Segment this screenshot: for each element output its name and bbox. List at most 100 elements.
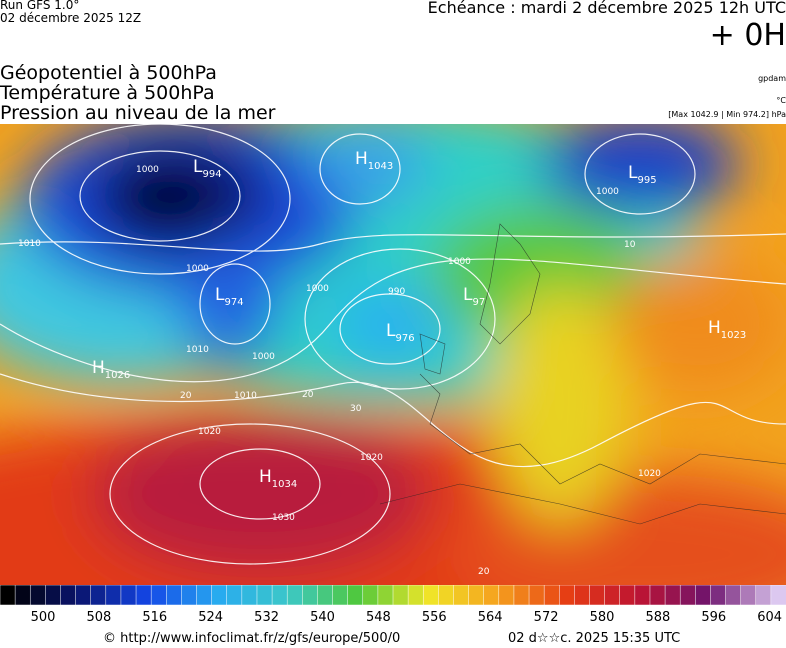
colorbar-label: 564 [477, 610, 503, 625]
colorbar-swatch [498, 585, 515, 606]
isoline-label: 20 [302, 390, 314, 400]
colorbar-label: 604 [757, 610, 783, 625]
pressure-range: [Max 1042.9 | Min 974.2] hPa [668, 110, 786, 119]
colorbar-label: 548 [365, 610, 391, 625]
colorbar-label: 532 [254, 610, 279, 625]
colorbar-swatch [181, 585, 198, 606]
colorbar-swatch [135, 585, 152, 606]
colorbar-swatch [256, 585, 273, 606]
colorbar-label: 508 [86, 610, 112, 625]
pressure-center: H1026 [92, 358, 130, 381]
colorbar-swatch [0, 585, 16, 606]
colorbar-swatch [634, 585, 651, 606]
colorbar-swatch [543, 585, 561, 606]
colorbar-swatch [619, 585, 636, 606]
run-label: Run GFS 1.0° [0, 0, 80, 12]
colorbar-swatch [302, 585, 319, 606]
pressure-center: L97 [463, 285, 485, 308]
colorbar-label: 516 [142, 610, 168, 625]
colorbar-swatch [211, 585, 228, 606]
isoline-label: 1000 [252, 352, 275, 362]
colorbar-swatch [166, 585, 183, 606]
isoline-label: 10 [624, 240, 636, 250]
unit-label: gpdam [758, 74, 786, 83]
pressure-center: H1034 [259, 467, 297, 490]
field-title: Pression au niveau de la mer [0, 102, 276, 124]
forecast-step: + 0H [709, 18, 786, 53]
isoline-label: 1020 [360, 453, 383, 463]
colorbar-swatch [105, 585, 122, 606]
colorbar [0, 585, 786, 606]
colorbar-swatch [453, 585, 470, 606]
colorbar-swatch [196, 585, 213, 606]
colorbar-swatch [604, 585, 621, 606]
colorbar-swatch [589, 585, 606, 606]
colorbar-swatch [226, 585, 243, 606]
colorbar-swatch [679, 585, 697, 606]
temperature-field [0, 124, 786, 586]
isoline-label: 1000 [306, 284, 329, 294]
isoline-label: 990 [388, 287, 405, 297]
colorbar-swatch [559, 585, 576, 606]
colorbar-swatch [347, 585, 364, 606]
colorbar-swatch [649, 585, 666, 606]
colorbar-swatch [241, 585, 258, 606]
weather-map: L994 H1043 L995 L974 L97 L976 H1026 H1034 H1023 1… [0, 124, 786, 586]
colorbar-swatch [468, 585, 485, 606]
isoline-label: 1000 [136, 165, 159, 175]
pressure-center: L994 [193, 157, 222, 180]
isoline-label: 1030 [272, 513, 295, 523]
colorbar-swatch [60, 585, 77, 606]
colorbar-swatch [725, 585, 742, 606]
colorbar-label: 540 [310, 610, 335, 625]
colorbar-swatch [710, 585, 727, 606]
colorbar-swatch [513, 585, 530, 606]
pressure-center: L974 [215, 285, 244, 308]
colorbar-swatch [392, 585, 409, 606]
colorbar-swatch [483, 585, 500, 606]
source-link[interactable]: © http://www.infoclimat.fr/z/gfs/europe/… [103, 631, 401, 646]
colorbar-swatch [29, 585, 47, 606]
colorbar-swatch [407, 585, 424, 606]
colorbar-swatch [150, 585, 168, 606]
isoline-label: 1000 [448, 257, 471, 267]
colorbar-swatch [317, 585, 334, 606]
colorbar-swatch [14, 585, 31, 606]
colorbar-swatch [271, 585, 288, 606]
colorbar-labels: 500 508 516 524 532 540 548 556 564 572 580 588 596 6… [0, 610, 786, 630]
colorbar-swatch [740, 585, 757, 606]
colorbar-swatch [45, 585, 62, 606]
run-date: 02 décembre 2025 12Z [0, 11, 142, 25]
unit-label: °C [776, 96, 786, 105]
isoline-label: 1000 [186, 264, 209, 274]
timestamp: 02 d☆☆c. 2025 15:35 UTC [508, 631, 681, 646]
colorbar-label: 500 [30, 610, 56, 625]
isoline-label: 1010 [186, 345, 209, 355]
colorbar-swatch [332, 585, 349, 606]
colorbar-swatch [574, 585, 591, 606]
colorbar-label: 580 [589, 610, 615, 625]
colorbar-label: 588 [645, 610, 671, 625]
colorbar-swatch [770, 585, 786, 606]
colorbar-label: 572 [533, 610, 559, 625]
isoline-label: 20 [180, 391, 192, 401]
colorbar-swatch [362, 585, 379, 606]
isoline-label: 20 [478, 567, 490, 577]
isoline-label: 1020 [638, 469, 661, 479]
colorbar-swatch [664, 585, 681, 606]
colorbar-swatch [755, 585, 772, 606]
field-title: Géopotentiel à 500hPa [0, 62, 217, 84]
colorbar-swatch [695, 585, 712, 606]
colorbar-swatch [377, 585, 394, 606]
colorbar-swatch [422, 585, 440, 606]
pressure-center: L995 [628, 163, 657, 186]
colorbar-label: 596 [701, 610, 727, 625]
isoline-label: 1010 [234, 391, 257, 401]
pressure-center: H1023 [708, 318, 746, 341]
isoline-label: 1000 [596, 187, 619, 197]
colorbar-swatch [120, 585, 137, 606]
colorbar-swatch [528, 585, 545, 606]
forecast-time: Echéance : mardi 2 décembre 2025 12h UTC [427, 0, 786, 17]
isoline-label: 30 [350, 404, 362, 414]
